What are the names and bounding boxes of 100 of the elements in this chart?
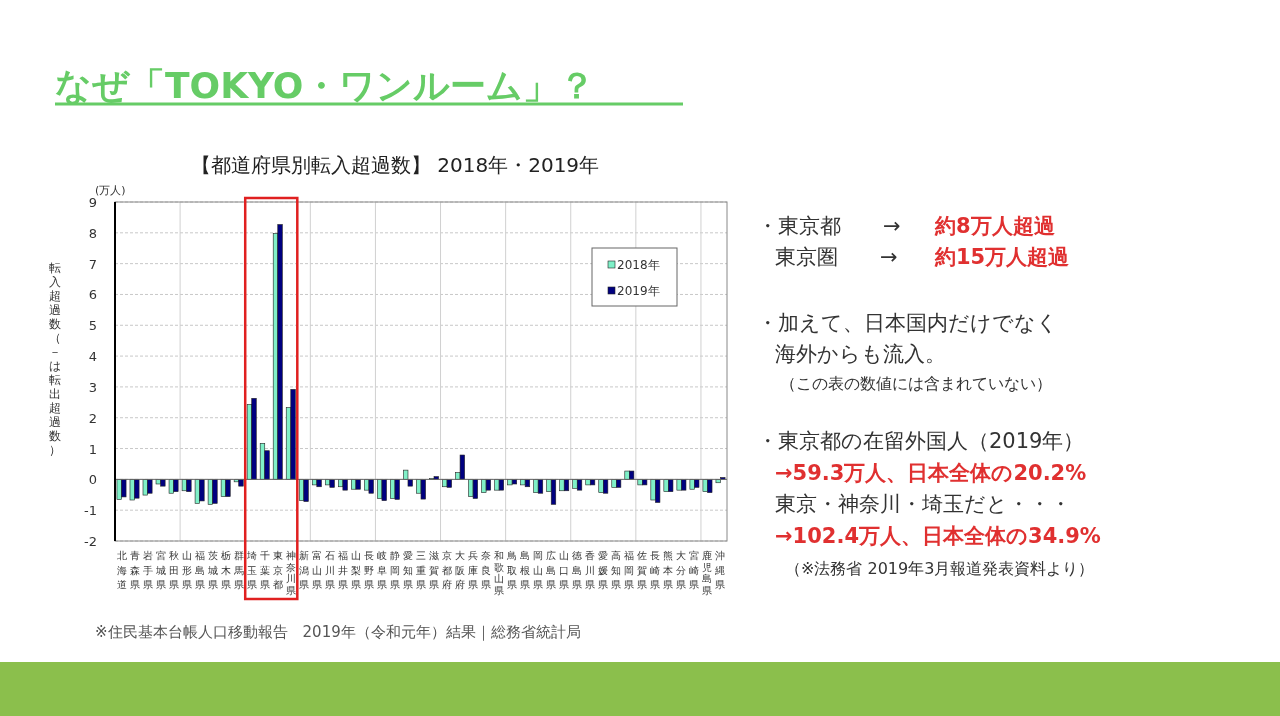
x-tick-label: 宮城県 (154, 550, 166, 590)
bar (498, 479, 504, 491)
bar (342, 479, 348, 491)
text: →59.3万人、日本全体の20.2% (775, 461, 1087, 485)
x-tick-label: 神奈川県 (285, 550, 296, 596)
x-tick-label: 和歌山県 (494, 550, 505, 596)
y-tick-label: 6 (88, 287, 97, 303)
y-tick-label: 0 (88, 472, 97, 488)
x-tick-label: 滋賀県 (429, 550, 440, 590)
x-tick-label: 石川県 (324, 550, 335, 590)
x-tick-label: 新潟県 (298, 550, 309, 590)
chart-subtitle: 【都道府県別転入超過数】 2018年・2019年 (190, 153, 600, 177)
bar (290, 389, 296, 480)
y-tick-label: 3 (88, 379, 97, 395)
y-tick-label: 7 (88, 256, 97, 272)
x-tick-label: 福井県 (337, 550, 348, 590)
x-tick-label: 岩手県 (142, 550, 153, 590)
bar (533, 479, 539, 493)
x-tick-label: 長崎県 (650, 550, 661, 590)
chart-title: なぜ「TOKYO・ワンルーム」？ (55, 65, 596, 106)
x-tick-label: 山形県 (181, 550, 192, 590)
bar (572, 479, 578, 489)
legend-label: 2018年 (617, 258, 660, 272)
text: ・東京都の在留外国人（2019年） (757, 429, 1085, 453)
x-tick-label: 徳島県 (572, 550, 583, 590)
x-tick-label: 広島県 (546, 550, 557, 590)
x-tick-label: 熊本県 (663, 550, 674, 590)
y-tick-label: -2 (84, 534, 97, 549)
y-tick-label: 8 (88, 225, 97, 241)
bar (316, 479, 322, 488)
text: 転入超過数（－は転出超過数） (49, 261, 61, 457)
text: 約15万人超過 (934, 245, 1070, 269)
text: ※住民基本台帳人口移動報告 2019年（令和元年）結果｜総務省統計局 (95, 623, 581, 641)
x-tick-label: 埼玉県 (245, 550, 257, 590)
bar (446, 479, 452, 488)
bar (537, 479, 544, 494)
y-tick-label: 9 (88, 195, 97, 210)
bar (420, 479, 426, 500)
x-tick-label: 沖縄県 (714, 550, 726, 590)
x-tick-label: 香川県 (585, 550, 596, 590)
x-tick-label: 山梨県 (350, 550, 361, 590)
x-tick-label: 富山県 (311, 550, 322, 590)
x-tick-label: 栃木県 (220, 550, 231, 590)
x-tick-label: 兵庫県 (468, 550, 479, 590)
text: 東京圏 → (775, 245, 898, 269)
text: 東京・神奈川・埼玉だと・・・ (775, 492, 1071, 516)
bar (277, 224, 283, 480)
bar (355, 479, 361, 490)
x-tick-label: 群馬県 (232, 550, 244, 590)
text: ・東京都 → (757, 214, 901, 238)
bar (589, 479, 596, 486)
x-tick-label: 岐阜県 (376, 550, 387, 590)
bar (329, 479, 335, 488)
bar (459, 454, 465, 480)
x-tick-label: 奈良県 (481, 550, 492, 590)
x-tick-label: 三重県 (416, 550, 426, 590)
legend-label: 2019年 (617, 284, 660, 298)
x-tick-label: 福岡県 (624, 550, 635, 590)
bar (520, 479, 526, 486)
text: →102.4万人、日本全体の34.9% (775, 524, 1101, 548)
bar (511, 479, 518, 485)
x-tick-label: 長野県 (363, 550, 374, 590)
text: （この表の数値には含まれていない） (780, 374, 1052, 393)
x-tick-label: 千葉県 (259, 550, 270, 590)
x-tick-label: 秋田県 (168, 550, 179, 590)
x-tick-label: 岡山県 (533, 550, 544, 590)
y-tick-label: -1 (84, 503, 97, 519)
x-tick-label: 宮崎県 (689, 550, 700, 590)
x-tick-label: 鹿児島県 (702, 550, 713, 596)
x-tick-label: 愛知県 (402, 550, 413, 590)
bar (550, 479, 557, 505)
y-tick-label: 2 (88, 410, 97, 426)
text: ・加えて、日本国内だけでなく (757, 311, 1058, 335)
x-tick-label: 大阪府 (455, 550, 466, 590)
x-tick-label: 愛媛県 (598, 550, 609, 590)
bar (433, 476, 439, 480)
x-tick-label: 山口県 (559, 550, 570, 590)
text: （※法務省 2019年3月報道発表資料より） (785, 559, 1095, 578)
x-tick-label: 茨城県 (206, 550, 218, 590)
y-tick-label: 4 (88, 349, 97, 365)
x-tick-label: 高知県 (611, 550, 622, 590)
bar (394, 479, 400, 500)
x-tick-label: 島根県 (520, 550, 531, 590)
x-tick-label: 鳥取県 (506, 550, 518, 590)
text: 海外からも流入。 (775, 342, 946, 366)
x-tick-label: 佐賀県 (637, 550, 648, 590)
x-tick-label: 青森県 (129, 550, 140, 590)
bar (585, 479, 591, 486)
bar (303, 479, 309, 502)
text: 約8万人超過 (934, 214, 1055, 238)
y-tick-label: 1 (88, 441, 97, 457)
bar (368, 479, 374, 494)
x-tick-label: 北海道 (116, 550, 127, 590)
bar (576, 479, 583, 491)
x-tick-label: 大分県 (676, 550, 687, 590)
bar (251, 398, 257, 480)
x-tick-label: 京都府 (442, 550, 453, 590)
bar (472, 479, 478, 499)
x-tick-label: 静岡県 (389, 550, 400, 590)
x-tick-label: 福島県 (194, 550, 205, 590)
